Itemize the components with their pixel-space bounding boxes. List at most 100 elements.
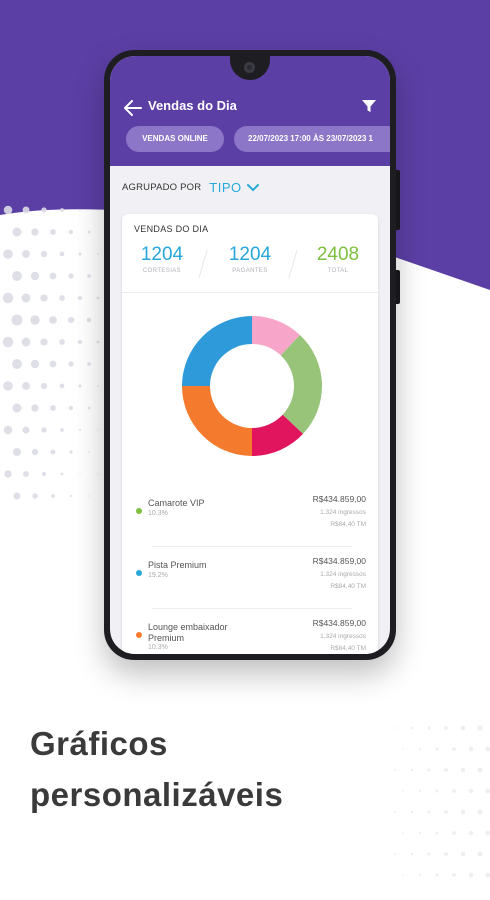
legend-dot bbox=[136, 508, 142, 514]
stat-total: 2408 TOTAL bbox=[303, 244, 373, 274]
pattern-dot bbox=[59, 383, 65, 389]
pattern-dot bbox=[12, 359, 22, 369]
pattern-dot bbox=[59, 339, 65, 345]
donut-slice-orange[interactable] bbox=[182, 386, 252, 456]
donut-slice-blue[interactable] bbox=[182, 316, 252, 386]
pattern-dot bbox=[30, 271, 40, 281]
pattern-dot bbox=[418, 873, 422, 877]
pattern-dot bbox=[385, 748, 387, 750]
card-title: VENDAS DO DIA bbox=[134, 224, 209, 234]
pattern-dot bbox=[427, 810, 431, 814]
headline-line-2: personalizáveis bbox=[30, 776, 284, 813]
pattern-dot bbox=[385, 790, 387, 792]
legend-percent: 10.3% bbox=[148, 510, 168, 517]
pattern-dot bbox=[97, 209, 99, 211]
legend-item[interactable]: Pista Premium 19.2% R$434.859,00 1.324 i… bbox=[136, 556, 366, 616]
pattern-dot bbox=[12, 271, 22, 281]
pattern-dot bbox=[452, 831, 456, 835]
pattern-dot bbox=[427, 768, 431, 772]
pattern-dot bbox=[31, 404, 39, 412]
stat-cortesias: 1204 CORTESIAS bbox=[127, 244, 197, 274]
pattern-dot bbox=[78, 252, 82, 256]
pattern-dot bbox=[485, 872, 490, 878]
pattern-dot bbox=[60, 472, 64, 476]
pattern-dot bbox=[41, 207, 47, 213]
legend-dot bbox=[136, 570, 142, 576]
pattern-dot bbox=[60, 428, 64, 432]
card-divider bbox=[122, 292, 378, 293]
pattern-dot bbox=[59, 251, 65, 257]
pattern-dot bbox=[377, 769, 379, 771]
pattern-dot bbox=[87, 274, 91, 278]
legend-item[interactable]: Camarote VIP 10.3% R$434.859,00 1.324 in… bbox=[136, 494, 366, 554]
sales-card: VENDAS DO DIA 1204 CORTESIAS 1204 PAGANT… bbox=[122, 214, 378, 654]
legend-amount: R$434.859,00 bbox=[312, 618, 366, 628]
headline: Gráficos personalizáveis bbox=[30, 718, 283, 820]
donut-slice-sage[interactable] bbox=[280, 334, 322, 434]
stat-pagantes: 1204 PAGANTES bbox=[215, 244, 285, 274]
pattern-dot bbox=[3, 205, 13, 215]
pattern-dot bbox=[13, 492, 21, 500]
pattern-dot bbox=[377, 727, 379, 729]
pattern-dot bbox=[97, 429, 99, 431]
donut-slice-pink[interactable] bbox=[252, 316, 300, 356]
pattern-dot bbox=[2, 336, 14, 348]
legend-tickets: 1.324 ingressos bbox=[320, 509, 366, 516]
pattern-dot bbox=[435, 789, 439, 793]
pattern-dot bbox=[78, 384, 82, 388]
dot-pattern-left bbox=[2, 205, 109, 500]
pattern-dot bbox=[22, 250, 30, 258]
group-by-value[interactable]: TIPO bbox=[209, 180, 242, 195]
pattern-dot bbox=[69, 450, 73, 454]
pattern-dot bbox=[3, 381, 13, 391]
pattern-dot bbox=[427, 726, 431, 730]
back-arrow-icon[interactable] bbox=[124, 100, 142, 116]
chip-vendas-online[interactable]: VENDAS ONLINE bbox=[126, 126, 224, 152]
stat-value: 2408 bbox=[316, 244, 360, 265]
pattern-dot bbox=[11, 314, 23, 326]
chevron-down-icon[interactable] bbox=[246, 183, 259, 193]
pattern-dot bbox=[468, 788, 474, 794]
pattern-dot bbox=[68, 361, 74, 367]
pattern-dot bbox=[3, 425, 13, 435]
phone-screen: Vendas do Dia VENDAS ONLINE 22/07/2023 1… bbox=[110, 56, 390, 654]
pattern-dot bbox=[477, 851, 483, 857]
pattern-dot bbox=[40, 382, 48, 390]
app-header: Vendas do Dia VENDAS ONLINE 22/07/2023 1… bbox=[110, 56, 390, 166]
pattern-dot bbox=[23, 471, 29, 477]
legend-amount: R$434.859,00 bbox=[312, 494, 366, 504]
pattern-dot bbox=[468, 872, 474, 878]
pattern-dot bbox=[477, 809, 483, 815]
legend-tm: R$84,40 TM bbox=[330, 645, 366, 652]
stat-label: PAGANTES bbox=[232, 268, 268, 274]
filter-icon[interactable] bbox=[362, 99, 376, 113]
phone-mockup: Vendas do Dia VENDAS ONLINE 22/07/2023 1… bbox=[104, 50, 400, 660]
pattern-dot bbox=[88, 495, 90, 497]
chip-date-range[interactable]: 22/07/2023 17:00 ÀS 23/07/2023 1 bbox=[234, 126, 390, 152]
pattern-dot bbox=[435, 831, 439, 835]
pattern-dot bbox=[394, 853, 396, 855]
pattern-dot bbox=[97, 253, 99, 255]
camera-icon bbox=[244, 62, 255, 73]
pattern-dot bbox=[68, 229, 74, 235]
pattern-dot bbox=[68, 405, 74, 411]
headline-line-1: Gráficos bbox=[30, 725, 168, 762]
pattern-dot bbox=[444, 726, 448, 730]
stat-separator bbox=[198, 250, 208, 278]
stat-value: 1204 bbox=[140, 244, 184, 265]
donut-slice-magenta[interactable] bbox=[252, 414, 304, 456]
pattern-dot bbox=[41, 427, 47, 433]
legend-item[interactable]: Lounge embaixador Premium 10.3% R$434.85… bbox=[136, 618, 366, 654]
pattern-dot bbox=[97, 473, 99, 475]
pattern-dot bbox=[13, 448, 21, 456]
pattern-dot bbox=[410, 852, 414, 856]
legend-name: Lounge embaixador Premium bbox=[148, 622, 228, 643]
pattern-dot bbox=[394, 727, 396, 729]
pattern-dot bbox=[402, 748, 404, 750]
phone-side-button bbox=[396, 270, 400, 304]
group-by-label: AGRUPADO POR bbox=[122, 182, 202, 193]
stat-label: CORTESIAS bbox=[142, 268, 182, 274]
group-by-selector[interactable]: AGRUPADO POR TIPO bbox=[122, 180, 259, 195]
page-title: Vendas do Dia bbox=[148, 98, 237, 113]
pattern-dot bbox=[78, 208, 82, 212]
